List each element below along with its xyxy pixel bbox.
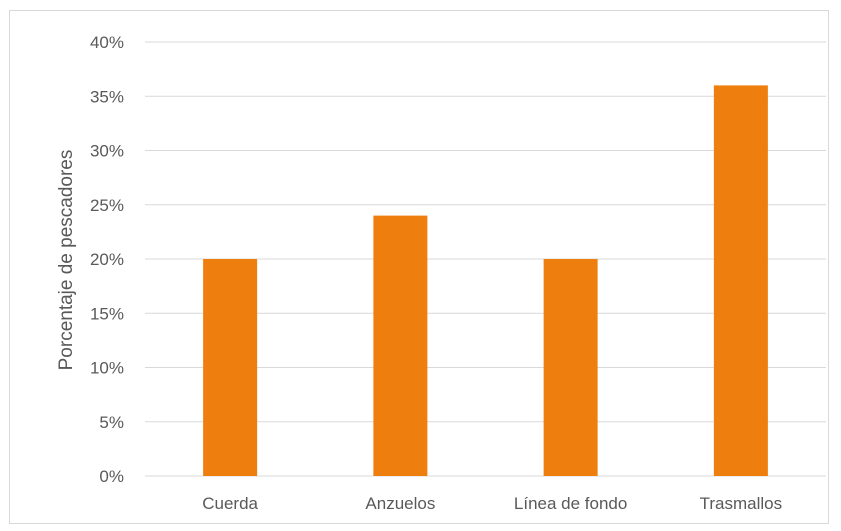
y-axis-title: Porcentaje de pescadores — [56, 150, 77, 371]
y-tick-label: 15% — [90, 304, 124, 323]
y-tick-label: 30% — [90, 142, 124, 161]
x-tick-label: Cuerda — [202, 494, 258, 513]
gridlines — [145, 41, 826, 477]
y-tick-label: 0% — [99, 467, 124, 486]
bar-trasmallos — [713, 85, 768, 477]
bar-cuerda — [203, 259, 258, 476]
bar-línea-de-fondo — [543, 259, 598, 476]
x-tick-label: Línea de fondo — [514, 494, 627, 513]
y-tick-label: 25% — [90, 196, 124, 215]
y-axis-tick-labels: 0% 5% 10% 15% 20% 25% 30% 35% 40% — [90, 33, 124, 486]
x-axis-tick-labels: Cuerda Anzuelos Línea de fondo Trasmallos — [202, 494, 782, 513]
x-tick-label: Anzuelos — [365, 494, 435, 513]
y-tick-label: 35% — [90, 87, 124, 106]
y-tick-label: 10% — [90, 359, 124, 378]
y-tick-label: 5% — [99, 413, 124, 432]
bars — [203, 85, 768, 477]
y-tick-label: 40% — [90, 33, 124, 52]
y-tick-label: 20% — [90, 250, 124, 269]
x-tick-label: Trasmallos — [700, 494, 783, 513]
bar-anzuelos — [373, 215, 428, 476]
